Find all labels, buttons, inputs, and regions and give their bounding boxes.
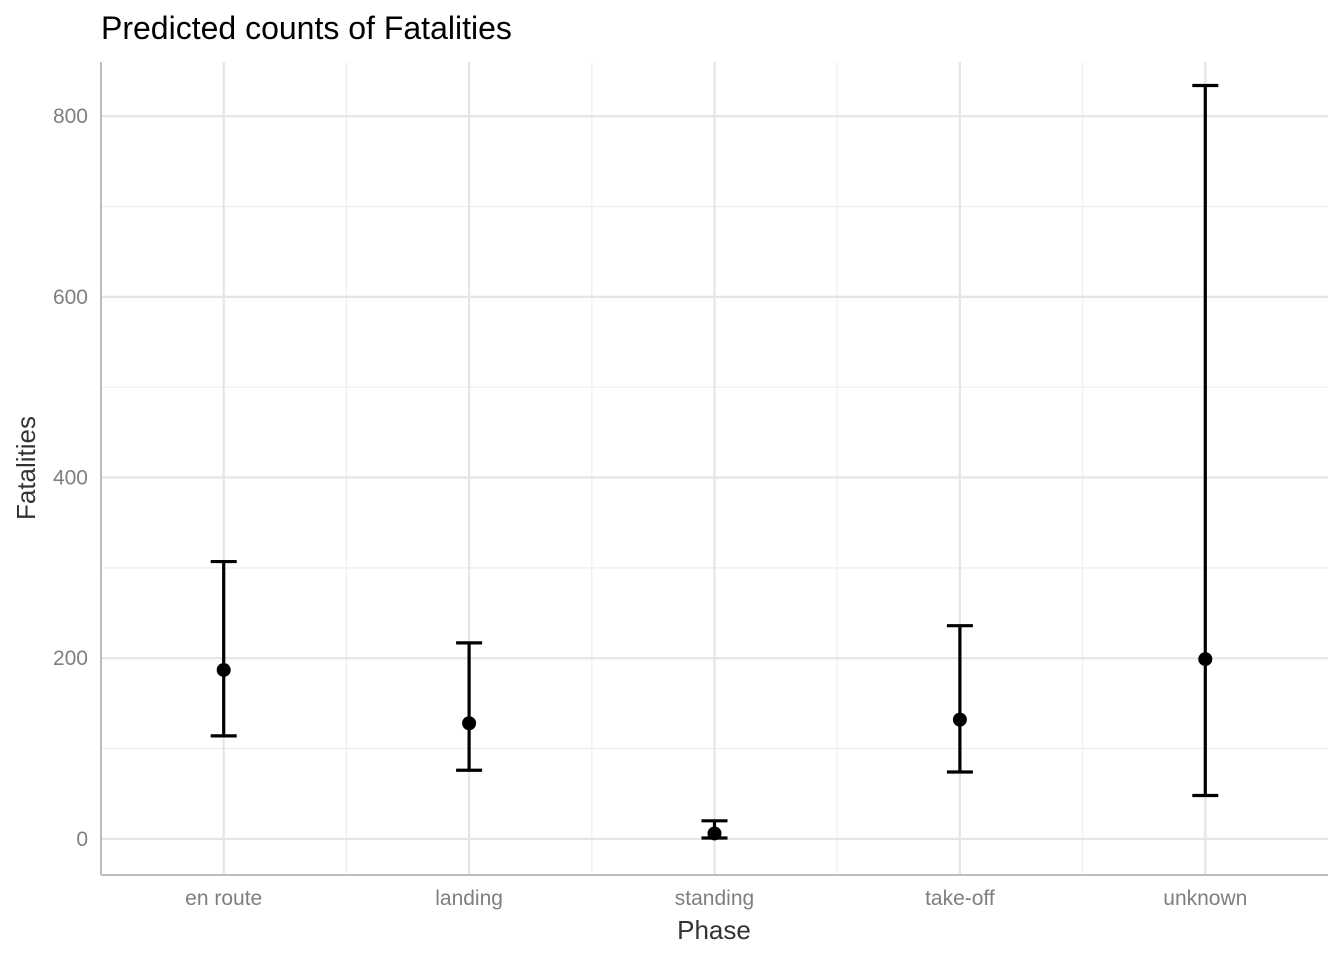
y-tick-labels: 0 200 400 600 800 [53, 105, 88, 851]
error-bar [946, 624, 973, 774]
data-point [952, 712, 967, 727]
x-tick-label: unknown [1163, 887, 1247, 910]
data-point [216, 662, 231, 677]
error-bar [210, 559, 237, 738]
x-tick-label: standing [675, 887, 754, 910]
y-axis-title: Fatalities [11, 416, 41, 520]
y-tick-label: 800 [53, 105, 88, 128]
error-bar [1192, 83, 1219, 798]
error-bar [456, 641, 483, 772]
data-point [462, 716, 477, 731]
x-tick-label: take-off [925, 887, 995, 910]
y-tick-label: 400 [53, 467, 88, 490]
x-axis-title: Phase [677, 915, 751, 945]
data-marks [210, 83, 1219, 841]
chart-title: Predicted counts of Fatalities [101, 10, 512, 46]
y-tick-label: 200 [53, 647, 88, 670]
x-tick-labels: en route landing standing take-off unknown [185, 887, 1247, 910]
y-tick-label: 600 [53, 286, 88, 309]
y-tick-label: 0 [76, 828, 88, 851]
major-gridlines [101, 62, 1328, 875]
data-point [1198, 652, 1213, 667]
data-point [707, 826, 722, 841]
x-tick-label: landing [435, 887, 503, 910]
x-tick-label: en route [185, 887, 262, 910]
